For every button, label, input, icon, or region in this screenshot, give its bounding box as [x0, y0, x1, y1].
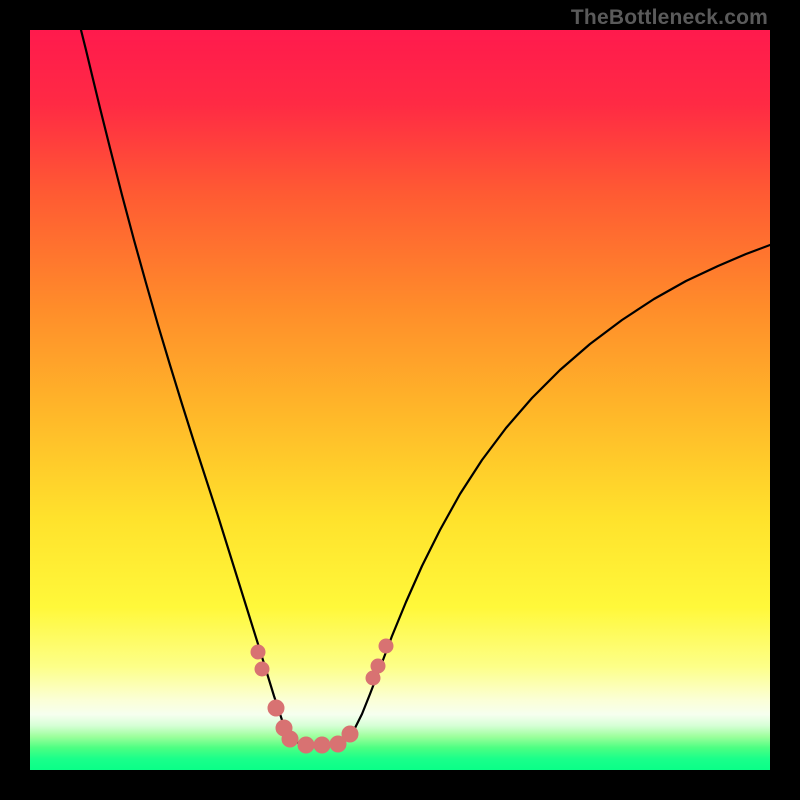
marker-dot [251, 645, 265, 659]
plot-area [30, 30, 770, 770]
marker-dot [298, 737, 314, 753]
marker-dot [255, 662, 269, 676]
marker-dot [379, 639, 393, 653]
curve-layer [30, 30, 770, 770]
watermark-text: TheBottleneck.com [571, 6, 768, 30]
marker-dot [282, 731, 298, 747]
valley-markers [251, 639, 393, 753]
marker-dot [371, 659, 385, 673]
marker-dot [268, 700, 284, 716]
marker-dot [342, 726, 358, 742]
left-curve [81, 30, 322, 746]
marker-dot [314, 737, 330, 753]
chart-frame: TheBottleneck.com [0, 0, 800, 800]
right-curve [322, 245, 770, 746]
